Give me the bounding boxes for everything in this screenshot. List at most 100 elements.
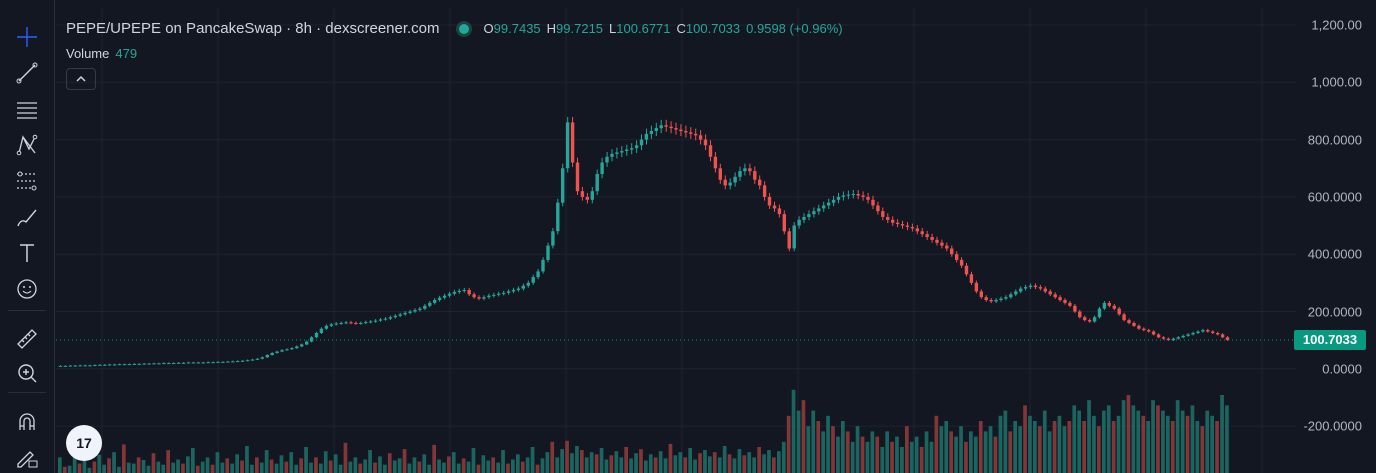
- magnet-tool[interactable]: [11, 408, 43, 438]
- low-value: 100.6771: [616, 21, 671, 36]
- candle-body: [1225, 337, 1230, 340]
- candle-body: [802, 217, 806, 220]
- lock-pencil-tool[interactable]: [11, 442, 43, 472]
- candle-body: [78, 365, 82, 367]
- candle-body: [620, 151, 624, 153]
- drawing-toolbar: [0, 0, 55, 473]
- volume-label: Volume: [66, 46, 110, 61]
- candle-body: [708, 145, 713, 157]
- volume-bar: [1082, 421, 1086, 473]
- collapse-legend-button[interactable]: [66, 68, 96, 90]
- candle-body: [305, 341, 309, 345]
- brush-icon: [17, 209, 37, 227]
- candle-body: [462, 290, 466, 291]
- price-axis[interactable]: 1,200.00 1,000.00 800.0000 600.0000 400.0000…: [1296, 0, 1376, 473]
- candle-body: [871, 199, 875, 206]
- candle-body: [1216, 333, 1220, 335]
- candle-body: [290, 348, 294, 350]
- volume-bar: [693, 459, 697, 473]
- volume-bar: [545, 452, 550, 473]
- pattern-tool[interactable]: [11, 130, 43, 160]
- volume-bar: [397, 458, 402, 473]
- volume-bar: [580, 450, 584, 473]
- tradingview-logo[interactable]: 17: [66, 425, 102, 461]
- trend-line-tool[interactable]: [11, 58, 43, 88]
- volume-bar: [653, 457, 658, 473]
- candle-body: [477, 297, 481, 299]
- candle-body: [674, 128, 678, 130]
- crosshair-tool[interactable]: [11, 22, 43, 52]
- candle-body: [654, 128, 658, 131]
- candle-body: [191, 362, 196, 364]
- volume-bar: [501, 450, 505, 473]
- chevron-up-icon: [76, 75, 86, 82]
- candle-body: [915, 228, 919, 232]
- candle-body: [122, 364, 127, 366]
- zoom-in-tool[interactable]: [11, 358, 43, 388]
- candle-body: [216, 361, 220, 363]
- candle-body: [364, 322, 368, 324]
- candle-body: [344, 322, 348, 324]
- close-value: 100.7033: [685, 21, 741, 36]
- candle-body: [354, 323, 358, 324]
- volume-bar: [786, 415, 791, 473]
- volume-bar: [1126, 395, 1131, 473]
- volume-bar: [698, 453, 702, 473]
- candle-body: [1171, 338, 1175, 341]
- candle-body: [1151, 331, 1156, 335]
- volume-bar: [225, 458, 230, 473]
- candle-body: [1053, 294, 1057, 298]
- fib-levels-tool[interactable]: [11, 166, 43, 196]
- candle-body: [787, 231, 791, 249]
- text-tool[interactable]: [11, 238, 43, 268]
- volume-bar: [850, 441, 855, 473]
- volume-bar: [1220, 395, 1224, 473]
- volume-bar: [919, 447, 924, 473]
- volume-bar: [97, 454, 102, 473]
- candle-body: [753, 171, 757, 180]
- candle-body: [565, 122, 570, 169]
- ruler-tool[interactable]: [11, 324, 43, 354]
- candle-body: [137, 363, 141, 365]
- candlestick-chart[interactable]: [56, 8, 1296, 473]
- volume-bar: [67, 465, 72, 473]
- candle-body: [630, 148, 634, 150]
- candle-body: [758, 179, 762, 186]
- candle-body: [487, 295, 491, 298]
- candle-body: [1087, 320, 1092, 322]
- volume-bar: [1225, 405, 1229, 473]
- candle-body: [585, 196, 589, 200]
- close-label: C: [676, 21, 686, 36]
- volume-bar: [885, 431, 889, 473]
- volume-bar: [210, 464, 215, 473]
- volume-bar: [983, 431, 988, 473]
- candle-body: [743, 168, 747, 172]
- candle-body: [324, 325, 329, 329]
- volume-bar: [634, 453, 638, 473]
- volume-bar: [235, 454, 239, 473]
- candle-body: [649, 131, 654, 134]
- candle-body: [822, 205, 826, 209]
- volume-bar: [136, 457, 141, 473]
- volume-bar: [1146, 421, 1150, 473]
- candle-body: [541, 259, 545, 272]
- candle-body: [1028, 285, 1033, 288]
- brush-tool[interactable]: [11, 202, 43, 232]
- candle-body: [595, 174, 599, 192]
- volume-bar: [821, 431, 825, 473]
- volume-bar: [663, 458, 668, 473]
- candle-body: [590, 191, 594, 200]
- horizontal-lines-tool[interactable]: [11, 94, 43, 124]
- candle-body: [644, 133, 649, 140]
- text-icon: [20, 244, 34, 262]
- volume-bar: [77, 463, 82, 473]
- candle-body: [413, 310, 417, 312]
- price-tick-label: 1,000.00: [1311, 74, 1362, 90]
- volume-bar: [250, 464, 254, 473]
- candle-body: [378, 319, 383, 321]
- volume-bar: [1067, 421, 1072, 473]
- emoji-tool[interactable]: [11, 274, 43, 304]
- candle-body: [817, 208, 821, 212]
- volume-bar: [220, 462, 225, 473]
- candle-body: [339, 323, 343, 324]
